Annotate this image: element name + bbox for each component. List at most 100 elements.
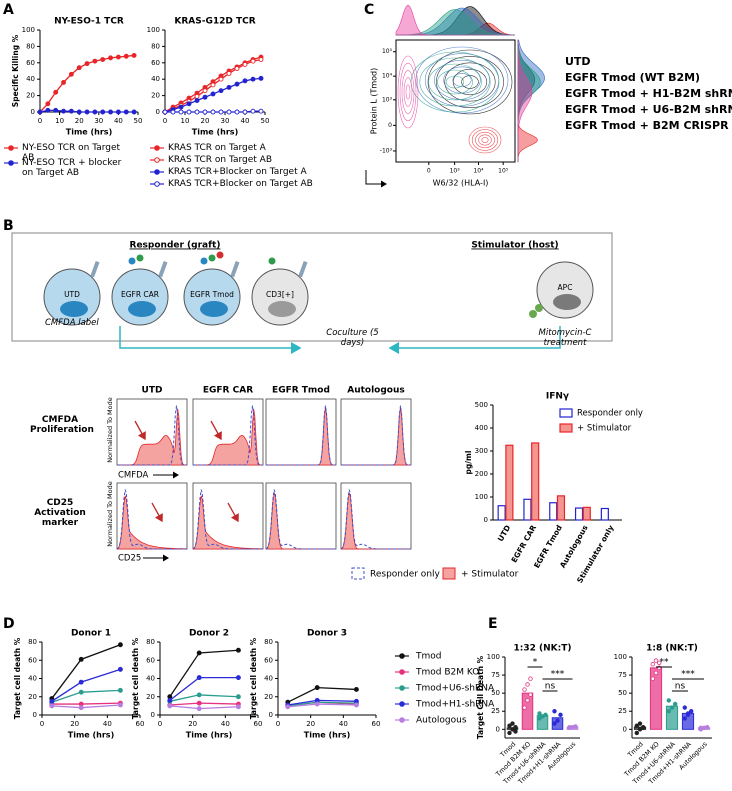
data-point [235, 704, 241, 710]
legend-label: KRAS TCR+Blocker on Target A [168, 167, 307, 177]
panel-label: D [3, 616, 15, 632]
receptor-domain [200, 257, 208, 265]
data-point [45, 107, 51, 113]
x-axis-label: Time (hrs) [186, 731, 232, 740]
y-tick-label: 80 [26, 42, 35, 50]
data-point [170, 109, 176, 115]
y-tick-label: 50 [618, 689, 627, 697]
data-point [234, 66, 240, 71]
y-tick-label: 0 [484, 516, 488, 524]
legend-marker [399, 701, 405, 707]
y-tick-label: 40 [26, 75, 35, 83]
y-tick-label: 0 [156, 108, 160, 116]
significance-label: ns [675, 682, 686, 692]
data-point [689, 709, 694, 714]
x-tick-label: 60 [136, 720, 145, 728]
cell-label: CD3[+] [266, 290, 294, 299]
series-line [169, 649, 239, 698]
chart-title: 1:8 (NK:T) [646, 644, 698, 654]
responder-histogram [265, 489, 336, 550]
y-tick-label: 80 [28, 638, 37, 646]
data-point [78, 689, 84, 695]
highlight-arrow [151, 502, 163, 523]
flow-y-label: Normalized To Mode [106, 481, 114, 547]
y-tick-label: 20 [28, 693, 37, 701]
data-point [555, 718, 560, 723]
column-header: EGFR Tmod [272, 386, 330, 396]
contour-ring [401, 70, 415, 114]
data-point [242, 109, 248, 115]
column-header: EGFR CAR [203, 386, 253, 396]
legend-label: KRAS TCR+Blocker on Target AB [168, 179, 313, 189]
bar [549, 502, 558, 521]
contour-ring [419, 57, 491, 107]
column-header: Autologous [347, 386, 405, 396]
data-point [49, 698, 55, 704]
data-point [507, 723, 512, 728]
legend-marker [399, 653, 405, 659]
data-point [117, 642, 123, 648]
legend-label: NY-ESO TCR on Target AB [22, 143, 121, 163]
data-point [100, 57, 106, 62]
data-point [45, 101, 51, 107]
y-tick-label: 60 [28, 656, 37, 664]
data-point [258, 57, 264, 62]
x-tick-label: 60 [372, 720, 381, 728]
y-tick-label: 25 [491, 707, 500, 715]
significance-label: * [533, 658, 538, 668]
data-point [685, 711, 691, 716]
diagram-heading: Responder (graft) [130, 241, 221, 251]
data-point [218, 76, 224, 82]
series-line [51, 689, 121, 703]
responder-histogram [192, 489, 263, 550]
data-point [68, 71, 74, 77]
x-tick-label: 40 [103, 720, 112, 728]
y-tick-label: 100 [614, 653, 627, 661]
legend-label: KRAS TCR on Target A [168, 143, 266, 153]
x-tick-label: 20 [188, 720, 197, 728]
receptor-domain [136, 254, 144, 262]
x-axis-label: Time (hrs) [66, 128, 112, 137]
legend-label: Tmod [415, 652, 441, 662]
x-tick-label: 30 [221, 117, 230, 125]
y-tick-label: 40 [151, 75, 160, 83]
data-point [567, 724, 572, 730]
legend-marker [399, 669, 405, 675]
x-tick-label: 60 [254, 720, 263, 728]
y-tick-label: 60 [264, 656, 273, 664]
contour-ring [468, 126, 502, 154]
y-axis-label: Target cell death % [131, 637, 140, 719]
contour-ring [478, 134, 492, 146]
y-tick-label: 10⁴ [382, 73, 393, 80]
data-point [117, 687, 123, 693]
flow-arrow [119, 326, 302, 354]
y-tick-label: 80 [264, 638, 273, 646]
receptor [158, 260, 168, 278]
flow-y-label: Normalized To Mode [106, 397, 114, 463]
x-tick-label: 30 [94, 117, 103, 125]
data-point [666, 709, 671, 714]
contour-ring [415, 46, 509, 114]
data-point [669, 705, 675, 710]
receptor-domain [268, 257, 276, 265]
data-point [123, 53, 129, 59]
x-tick-label: 20 [201, 117, 210, 125]
legend-swatch [559, 408, 573, 418]
legend-label: Responder only [370, 570, 441, 580]
diagram-note: CMFDA label [45, 318, 99, 328]
responder-histogram [193, 405, 263, 466]
contour-ring [436, 56, 504, 108]
data-point [235, 694, 241, 700]
y-tick-label: 40 [146, 675, 155, 683]
data-point [522, 705, 527, 710]
data-point [108, 55, 114, 61]
cell-nucleus [268, 301, 296, 317]
data-point [234, 109, 240, 115]
y-tick-label: 0 [31, 108, 35, 116]
data-point [552, 721, 557, 726]
cell-label: APC [558, 283, 573, 292]
data-point [115, 109, 121, 115]
y-tick-label: 60 [151, 59, 160, 67]
contour-ring [399, 62, 417, 122]
